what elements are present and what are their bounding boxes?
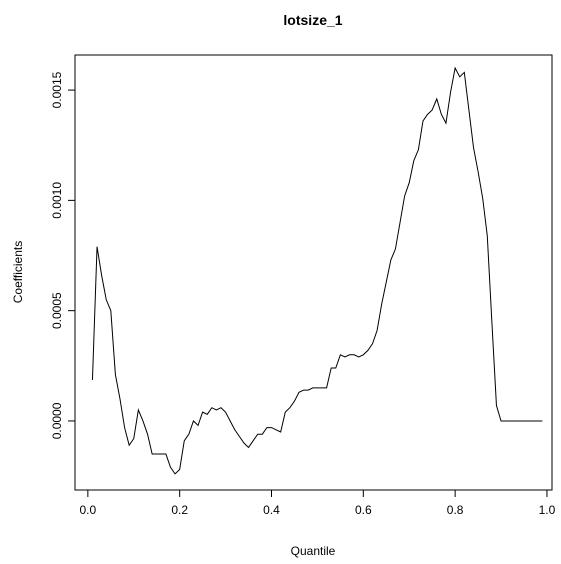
- y-tick-label: 0.0010: [50, 182, 64, 219]
- x-tick-label: 1.0: [539, 503, 556, 517]
- y-axis-label: Coefficients: [11, 241, 25, 303]
- y-tick-label: 0.0000: [50, 402, 64, 439]
- y-tick-label: 0.0015: [50, 71, 64, 108]
- x-tick-label: 0.2: [171, 503, 188, 517]
- x-tick-label: 0.0: [80, 503, 97, 517]
- x-tick-label: 0.8: [447, 503, 464, 517]
- chart-title: lotsize_1: [283, 12, 342, 28]
- data-line: [91, 66, 543, 475]
- y-tick-label: 0.0005: [50, 292, 64, 329]
- x-tick-label: 0.4: [263, 503, 280, 517]
- x-tick-label: 0.6: [355, 503, 372, 517]
- plot-box: [74, 54, 553, 491]
- x-axis-label: Quantile: [291, 544, 336, 558]
